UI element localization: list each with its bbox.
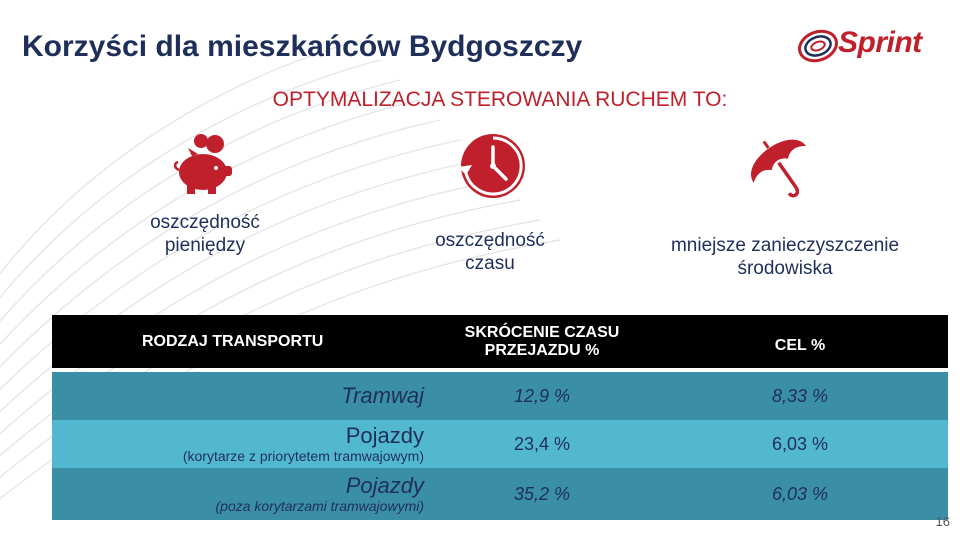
transport-table: RODZAJ TRANSPORTU SKRÓCENIE CZASU PRZEJA…: [52, 315, 948, 520]
table-header-row: RODZAJ TRANSPORTU SKRÓCENIE CZASU PRZEJA…: [52, 315, 948, 368]
table-row: Pojazdy (poza korytarzami tramwajowymi) …: [52, 468, 948, 520]
sprint-logo: Sprint: [796, 22, 946, 68]
benefit-label-environment: mniejsze zanieczyszczenie środowiska: [670, 235, 900, 279]
logo-text: Sprint: [838, 26, 922, 59]
row-value: 35,2 %: [513, 483, 571, 504]
row-value: 23,4 %: [513, 433, 571, 454]
header-transport-type: RODZAJ TRANSPORTU: [142, 332, 324, 350]
page-title: Korzyści dla mieszkańców Bydgoszczy: [22, 30, 583, 63]
row-label: Pojazdy: [345, 423, 424, 448]
row-target: 8,33 %: [771, 385, 829, 406]
row-label: Tramwaj: [341, 383, 424, 408]
benefit-label-money: oszczędność pieniędzy: [150, 212, 260, 256]
header-time-reduction: SKRÓCENIE CZASU PRZEJAZDU %: [464, 323, 620, 359]
row-sublabel: (poza korytarzami tramwajowymi): [215, 498, 424, 514]
logo-swoosh-icon: [798, 29, 838, 63]
row-value: 12,9 %: [513, 385, 571, 406]
row-target: 6,03 %: [771, 433, 829, 454]
umbrella-icon: [745, 130, 817, 202]
benefit-label-time: oszczędność czasu: [435, 230, 545, 274]
clock-icon: [452, 127, 530, 205]
piggy-bank-icon: [170, 130, 240, 200]
page-number: 16: [935, 514, 950, 529]
table-row: Pojazdy (korytarze z priorytetem tramwaj…: [52, 420, 948, 468]
row-target: 6,03 %: [771, 483, 829, 504]
table-row: Tramwaj 12,9 % 8,33 %: [52, 372, 948, 420]
section-subtitle: OPTYMALIZACJA STEROWANIA RUCHEM TO:: [272, 88, 728, 111]
header-target: CEL %: [774, 336, 826, 354]
row-label: Pojazdy: [345, 473, 424, 498]
row-sublabel: (korytarze z priorytetem tramwajowym): [182, 448, 424, 464]
